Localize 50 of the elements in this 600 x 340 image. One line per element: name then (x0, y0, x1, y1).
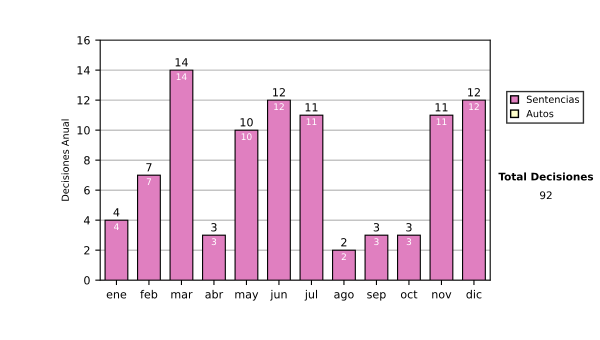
x-tick-label: jun (270, 290, 287, 301)
total-label: 14 (176, 58, 188, 66)
y-tick-label: 10 (78, 126, 90, 135)
y-tick-label: 16 (78, 36, 90, 44)
y-tick-label: 2 (84, 246, 90, 254)
total-label: 7 (146, 163, 152, 172)
x-tick-label: sep (367, 292, 386, 301)
legend-label: Sentencias (526, 95, 580, 104)
x-tick-label: oct (400, 290, 418, 298)
data-label: 11 (436, 118, 446, 125)
y-tick-label: 14 (78, 66, 90, 74)
total-label: 2 (341, 238, 346, 246)
data-label: 11 (306, 118, 316, 125)
total-label: 11 (306, 103, 318, 112)
x-tick-label: dic (466, 290, 482, 298)
x-tick-label: ene (106, 292, 126, 298)
total-label: 3 (406, 223, 412, 232)
total-label: 3 (211, 223, 217, 232)
data-label: 12 (469, 103, 479, 110)
x-tick-label: mar (171, 292, 193, 298)
x-tick-label: may (235, 292, 258, 301)
data-label: 10 (242, 133, 252, 140)
total-label: 12 (468, 88, 480, 96)
data-label: 7 (146, 178, 152, 186)
y-axis-title: Decisiones Anual (61, 119, 69, 201)
data-label: 3 (212, 238, 216, 246)
x-tick-label: ago (334, 292, 354, 301)
y-tick-label: 4 (84, 216, 90, 224)
text: Total Decisiones (498, 172, 594, 180)
data-label: 12 (274, 103, 284, 110)
total-label: 10 (240, 118, 253, 126)
y-tick-label: 8 (84, 156, 90, 165)
data-label: 3 (374, 238, 379, 246)
total-label: 3 (374, 223, 380, 232)
x-tick-label: feb (140, 290, 158, 298)
x-tick-label: jul (304, 290, 318, 301)
legend-label: Autos (526, 110, 554, 118)
data-label: 14 (176, 73, 187, 80)
x-tick-label: abr (205, 290, 224, 298)
data-label: 3 (406, 238, 412, 246)
data-label: 2 (342, 253, 346, 260)
y-tick-label: 0 (84, 276, 90, 285)
total-label: 4 (113, 208, 120, 216)
data-label: 4 (114, 223, 119, 230)
y-tick-label: 12 (78, 96, 90, 104)
y-tick-label: 6 (84, 186, 90, 195)
x-tick-label: nov (432, 292, 452, 298)
text: 92 (540, 191, 552, 200)
total-label: 12 (273, 88, 285, 96)
total-label: 11 (436, 103, 448, 112)
